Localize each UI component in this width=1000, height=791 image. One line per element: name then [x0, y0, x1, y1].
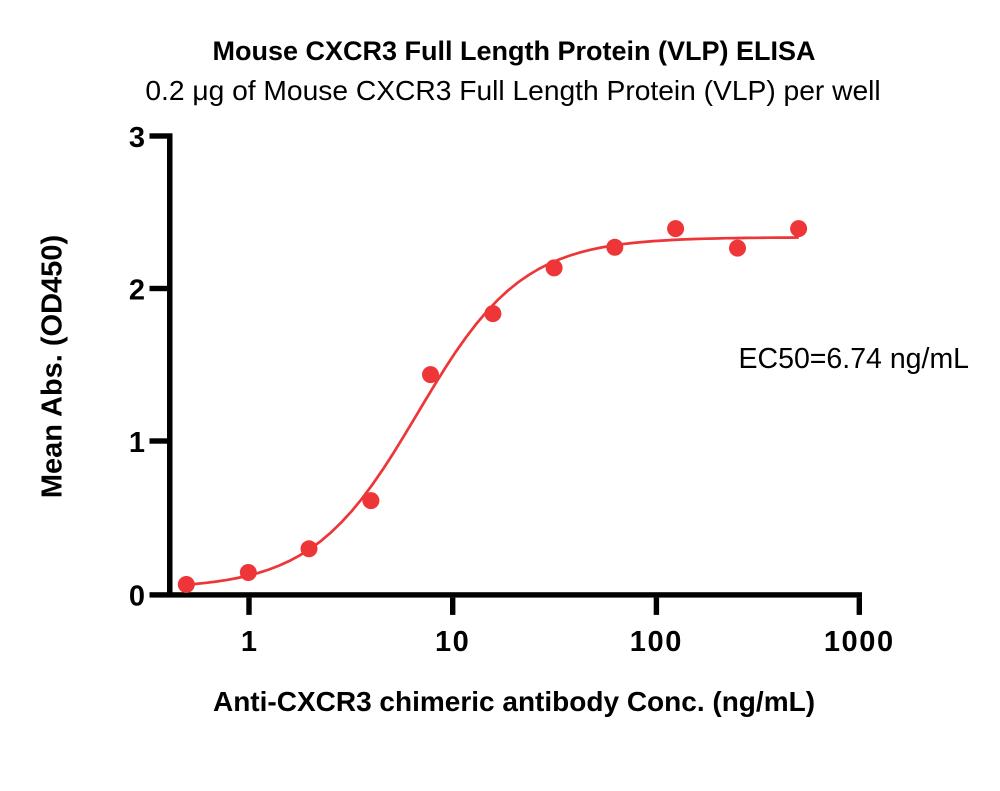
svg-text:Anti-CXCR3 chimeric antibody C: Anti-CXCR3 chimeric antibody Conc. (ng/m…	[213, 686, 815, 717]
svg-text:EC50=6.74 ng/mL: EC50=6.74 ng/mL	[739, 343, 970, 375]
svg-text:100: 100	[630, 626, 683, 658]
svg-text:Mouse CXCR3 Full Length Protei: Mouse CXCR3 Full Length Protein (VLP) EL…	[212, 36, 815, 66]
svg-text:Mean Abs. (OD450): Mean Abs. (OD450)	[37, 235, 69, 498]
svg-text:1: 1	[129, 427, 145, 459]
svg-text:10: 10	[435, 626, 470, 658]
svg-text:1000: 1000	[824, 626, 895, 658]
svg-text:2: 2	[129, 275, 145, 307]
svg-text:1: 1	[241, 626, 257, 658]
svg-text:3: 3	[129, 122, 145, 154]
svg-text:0.2 μg of Mouse CXCR3 Full Len: 0.2 μg of Mouse CXCR3 Full Length Protei…	[145, 74, 880, 106]
svg-text:0: 0	[129, 581, 145, 613]
